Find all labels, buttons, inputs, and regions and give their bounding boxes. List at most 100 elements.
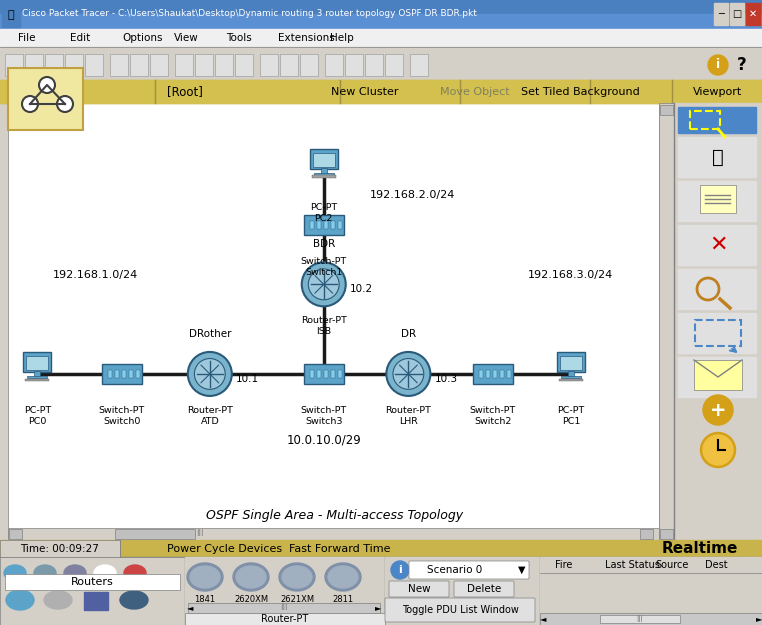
Bar (0, 14, 762, 29)
Text: i: i (716, 59, 720, 71)
Text: Fire: Fire (555, 560, 572, 570)
Bar (309, 149, 338, 169)
Text: Help: Help (330, 33, 354, 43)
Bar (317, 221, 321, 229)
Bar (27, 376, 47, 378)
Text: ◄: ◄ (539, 614, 546, 624)
Bar (0, 540, 120, 557)
Text: Scenario 0: Scenario 0 (427, 565, 482, 575)
Text: Fast Forward Time: Fast Forward Time (290, 544, 391, 554)
Text: ✕: ✕ (709, 235, 727, 255)
Text: OSPF Single Area - Multi-access Topology: OSPF Single Area - Multi-access Topology (207, 509, 463, 521)
Circle shape (393, 359, 424, 389)
Circle shape (309, 269, 339, 300)
Text: LHR: LHR (399, 417, 418, 426)
Text: 10.3: 10.3 (434, 374, 457, 384)
Text: Router-PT: Router-PT (386, 406, 431, 415)
Bar (730, 3, 744, 25)
Text: 192.168.1.0/24: 192.168.1.0/24 (53, 270, 138, 280)
Bar (102, 364, 142, 384)
Bar (678, 357, 756, 397)
Text: PC2: PC2 (315, 214, 333, 222)
Bar (324, 370, 328, 378)
Ellipse shape (391, 561, 409, 579)
Bar (25, 379, 50, 381)
Bar (365, 54, 383, 76)
Text: Switch-PT: Switch-PT (99, 406, 145, 415)
FancyBboxPatch shape (454, 581, 514, 597)
Text: Router-PT: Router-PT (261, 614, 309, 624)
Ellipse shape (703, 435, 733, 465)
Ellipse shape (708, 55, 728, 75)
Circle shape (302, 262, 346, 306)
Text: BDR: BDR (312, 239, 335, 249)
Ellipse shape (325, 563, 361, 591)
Text: ✕: ✕ (749, 9, 757, 19)
Text: +: + (709, 401, 726, 419)
Bar (540, 613, 762, 625)
Bar (700, 185, 736, 213)
Text: Cisco Packet Tracer - C:\Users\Shaukat\Desktop\Dynamic routing 3 router topology: Cisco Packet Tracer - C:\Users\Shaukat\D… (22, 9, 477, 19)
Text: Switch-PT: Switch-PT (301, 406, 347, 415)
Text: Time: 00:09:27: Time: 00:09:27 (21, 544, 99, 554)
Bar (486, 370, 490, 378)
Bar (110, 54, 128, 76)
Bar (130, 54, 148, 76)
Bar (0, 29, 762, 47)
Ellipse shape (124, 565, 146, 581)
Bar (345, 54, 363, 76)
Text: 10.2: 10.2 (350, 284, 373, 294)
Bar (410, 54, 428, 76)
Bar (678, 313, 756, 353)
Bar (280, 54, 298, 76)
Bar (5, 574, 180, 590)
Bar (674, 103, 762, 540)
Bar (493, 370, 497, 378)
Bar (678, 225, 756, 265)
Bar (568, 371, 574, 377)
Bar (188, 603, 380, 613)
Circle shape (386, 352, 431, 396)
Text: PC-PT: PC-PT (24, 406, 51, 415)
Text: Source: Source (655, 560, 688, 570)
Bar (8, 103, 659, 540)
Bar (659, 103, 674, 540)
Bar (500, 370, 504, 378)
Text: 10.0.10.0/29: 10.0.10.0/29 (287, 434, 361, 447)
Ellipse shape (703, 395, 733, 425)
Bar (338, 221, 341, 229)
Bar (746, 3, 760, 25)
Text: Switch2: Switch2 (474, 417, 511, 426)
Ellipse shape (233, 563, 269, 591)
Bar (385, 54, 403, 76)
Bar (235, 54, 253, 76)
Bar (678, 137, 756, 177)
Text: PC0: PC0 (28, 417, 46, 426)
Text: ►: ► (756, 614, 762, 624)
Bar (27, 356, 48, 370)
Bar (8, 68, 83, 130)
Text: ?: ? (737, 56, 747, 74)
Bar (557, 352, 585, 372)
Bar (0, 80, 762, 103)
Text: Edit: Edit (70, 33, 90, 43)
Bar (331, 370, 335, 378)
Ellipse shape (6, 590, 34, 610)
Bar (2, 3, 20, 27)
Bar (385, 557, 540, 625)
Bar (309, 221, 314, 229)
Bar (304, 364, 344, 384)
Bar (321, 168, 327, 174)
FancyBboxPatch shape (385, 598, 535, 622)
Bar (660, 529, 673, 539)
Bar (694, 360, 742, 390)
Text: □: □ (732, 9, 741, 19)
Text: Router-PT: Router-PT (301, 316, 347, 326)
Text: DRother: DRother (188, 329, 231, 339)
Text: Switch-PT: Switch-PT (470, 406, 516, 415)
Bar (0, 0, 762, 29)
Bar (84, 592, 108, 610)
Text: PC-PT: PC-PT (310, 202, 338, 212)
Bar (25, 54, 43, 76)
Bar (304, 216, 344, 236)
